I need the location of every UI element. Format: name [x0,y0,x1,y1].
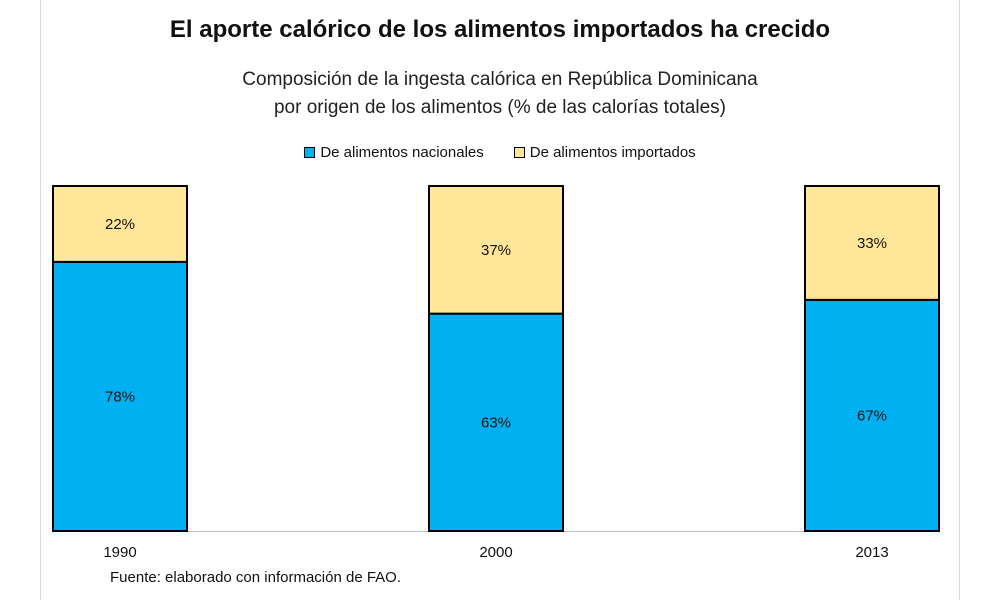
legend-label-importados: De alimentos importados [529,143,696,161]
bar-nacionales-2000 [428,312,564,532]
legend: De alimentos nacionales De alimentos imp… [0,141,1000,163]
data-label-nacionales-2000: 63% [481,414,511,431]
legend-swatch-nacionales [304,146,316,158]
bar-nacionales-2013 [804,298,940,532]
data-label-importados-2000: 37% [481,242,511,259]
chart-frame [40,0,960,600]
chart-title: El aporte calórico de los alimentos impo… [169,16,831,43]
subtitle-line-1: Composición de la ingesta calórica en Re… [242,69,758,90]
bar-importados-2013 [804,185,940,301]
legend-item-importados: De alimentos importados [513,143,696,161]
bar-importados-1990 [52,185,188,263]
chart-subtitle: Composición de la ingesta calórica en Re… [0,66,1000,122]
data-label-nacionales-2013: 67% [857,407,887,424]
subtitle-line-2: por origen de los alimentos (% de las ca… [273,97,726,118]
source-note: Fuente: elaborado con información de FAO… [110,569,402,586]
data-label-nacionales-1990: 78% [105,388,135,405]
bar-nacionales-1990 [52,260,188,532]
bar-importados-2000 [428,185,564,315]
legend-label-nacionales: De alimentos nacionales [320,143,484,161]
legend-swatch-importados [513,146,525,158]
data-label-importados-1990: 22% [105,216,135,233]
x-tick-label-2000: 2000 [479,544,512,561]
x-tick-label-1990: 1990 [103,544,136,561]
legend-item-nacionales: De alimentos nacionales [304,143,484,161]
data-label-importados-2013: 33% [857,235,887,252]
x-tick-label-2013: 2013 [855,544,888,561]
